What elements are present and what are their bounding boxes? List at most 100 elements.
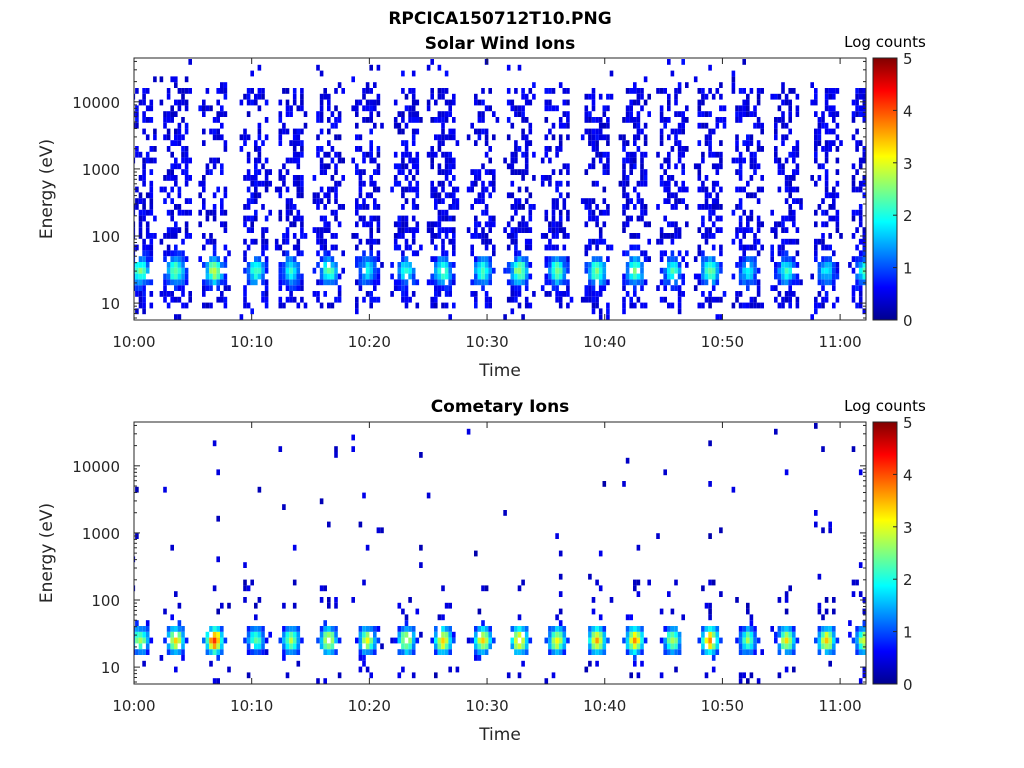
heatmap-cell bbox=[264, 244, 269, 251]
heatmap-cell bbox=[756, 117, 761, 123]
heatmap-cell bbox=[209, 649, 213, 655]
heatmap-cell bbox=[606, 244, 610, 251]
heatmap-cell bbox=[866, 638, 870, 644]
heatmap-cell bbox=[738, 267, 743, 274]
heatmap-cell bbox=[401, 256, 405, 262]
heatmap-cell bbox=[264, 296, 269, 303]
heatmap-cell bbox=[404, 643, 409, 650]
heatmap-cell bbox=[246, 244, 251, 251]
heatmap-cell bbox=[257, 597, 262, 603]
heatmap-cell bbox=[659, 250, 664, 257]
heatmap-cell bbox=[448, 192, 452, 199]
heatmap-cell bbox=[448, 291, 452, 297]
heatmap-cell bbox=[166, 175, 171, 181]
heatmap-cell bbox=[814, 151, 818, 158]
heatmap-cell bbox=[216, 256, 220, 262]
heatmap-cell bbox=[492, 180, 496, 187]
heatmap-cell bbox=[784, 469, 789, 476]
heatmap-cell bbox=[411, 204, 416, 210]
heatmap-cell bbox=[170, 163, 174, 170]
heatmap-cell bbox=[562, 244, 567, 251]
heatmap-cell bbox=[731, 88, 736, 94]
heatmap-cell bbox=[517, 64, 522, 71]
heatmap-cell bbox=[588, 111, 592, 117]
heatmap-cell bbox=[477, 99, 482, 106]
heatmap-cell bbox=[408, 597, 412, 603]
heatmap-cell bbox=[548, 175, 552, 181]
heatmap-cell bbox=[282, 88, 286, 94]
heatmap-cell bbox=[142, 649, 146, 655]
heatmap-cell bbox=[166, 209, 171, 216]
colorbar-tick-label: 2 bbox=[903, 571, 913, 589]
heatmap-cell bbox=[216, 655, 220, 661]
heatmap-cell bbox=[715, 180, 720, 187]
heatmap-cell bbox=[452, 186, 456, 193]
heatmap-cell bbox=[408, 273, 412, 280]
heatmap-cell bbox=[138, 302, 143, 309]
heatmap-cell bbox=[774, 151, 778, 158]
heatmap-cell bbox=[319, 186, 324, 193]
heatmap-cell bbox=[704, 140, 709, 146]
heatmap-cell bbox=[562, 88, 567, 94]
heatmap-cell bbox=[524, 186, 529, 193]
heatmap-cell bbox=[358, 169, 363, 175]
heatmap-cells bbox=[134, 59, 866, 320]
heatmap-cell bbox=[602, 221, 607, 228]
heatmap-cell bbox=[220, 602, 224, 609]
heatmap-cell bbox=[220, 296, 224, 303]
heatmap-cell bbox=[622, 134, 626, 141]
heatmap-cell bbox=[742, 105, 746, 112]
heatmap-cell bbox=[510, 308, 515, 315]
heatmap-cell bbox=[246, 262, 251, 268]
heatmap-cell bbox=[777, 643, 782, 650]
heatmap-cell bbox=[659, 238, 664, 245]
heatmap-cell bbox=[373, 262, 377, 268]
heatmap-cell bbox=[528, 262, 533, 268]
heatmap-cell bbox=[633, 579, 637, 586]
heatmap-cell bbox=[278, 128, 283, 135]
heatmap-cell bbox=[659, 608, 664, 615]
heatmap-cell bbox=[606, 169, 610, 175]
heatmap-cell bbox=[667, 631, 671, 638]
heatmap-cell bbox=[408, 227, 412, 233]
heatmap-cell bbox=[595, 128, 599, 135]
heatmap-cell bbox=[415, 637, 420, 644]
heatmap-cell bbox=[746, 631, 750, 638]
heatmap-cell bbox=[246, 215, 251, 222]
heatmap-cell bbox=[674, 637, 678, 644]
heatmap-cell bbox=[795, 146, 800, 152]
heatmap-cell bbox=[135, 285, 139, 291]
heatmap-cell bbox=[566, 262, 570, 268]
heatmap-cell bbox=[746, 244, 750, 251]
heatmap-cell bbox=[474, 302, 478, 309]
heatmap-cell bbox=[397, 672, 402, 679]
heatmap-cell bbox=[858, 111, 863, 117]
heatmap-cell bbox=[643, 99, 648, 106]
heatmap-cell bbox=[625, 262, 630, 268]
heatmap-cell bbox=[408, 296, 412, 303]
heatmap-cell bbox=[327, 256, 331, 262]
heatmap-cell bbox=[659, 111, 664, 117]
heatmap-cell bbox=[481, 267, 485, 274]
heatmap-cell bbox=[862, 151, 866, 158]
heatmap-cell bbox=[636, 649, 641, 655]
heatmap-cell bbox=[327, 279, 331, 286]
heatmap-cell bbox=[488, 637, 492, 644]
heatmap-cell bbox=[181, 99, 185, 106]
heatmap-cell bbox=[401, 163, 405, 170]
heatmap-cell bbox=[434, 198, 438, 204]
heatmap-cell bbox=[296, 626, 301, 632]
heatmap-cell bbox=[330, 637, 335, 644]
heatmap-cell bbox=[742, 99, 746, 106]
heatmap-cell bbox=[548, 649, 552, 655]
heatmap-cell bbox=[181, 279, 185, 286]
heatmap-cell bbox=[323, 250, 327, 257]
heatmap-cell bbox=[742, 262, 746, 268]
heatmap-cell bbox=[566, 180, 570, 187]
heatmap-cell bbox=[408, 186, 412, 193]
heatmap-cell bbox=[598, 151, 603, 158]
heatmap-cell bbox=[285, 111, 290, 117]
heatmap-cell bbox=[817, 267, 822, 274]
heatmap-cell bbox=[742, 140, 746, 146]
heatmap-cell bbox=[444, 134, 449, 141]
